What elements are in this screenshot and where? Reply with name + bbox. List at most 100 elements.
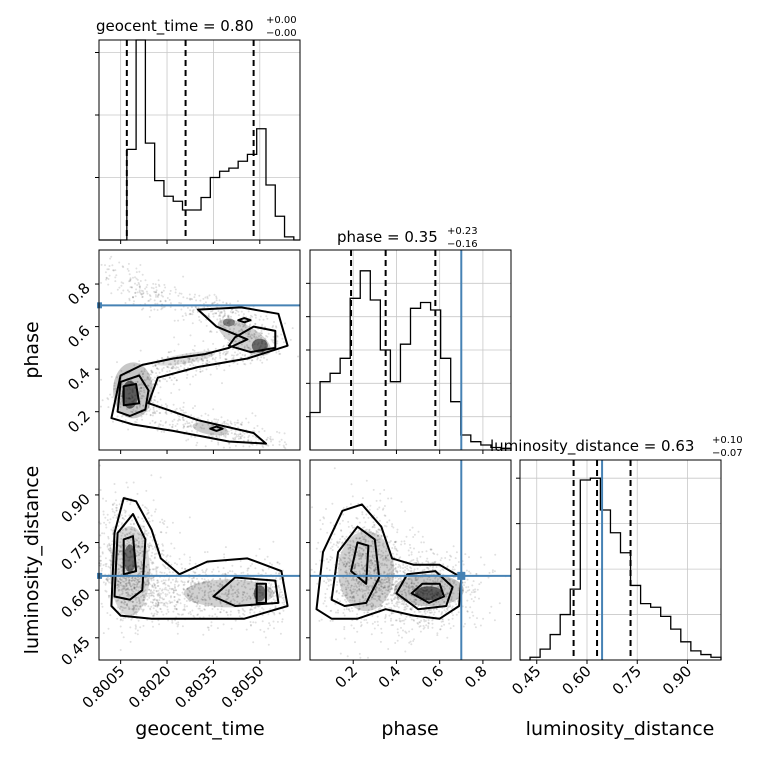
sample-point [170,542,173,545]
sample-point [327,580,330,582]
sample-point [350,524,353,527]
sample-point [365,479,368,482]
sample-point [172,589,175,592]
sample-point [439,569,442,572]
sample-point [114,269,117,272]
sample-point [224,593,227,596]
sample-point [240,343,243,346]
sample-point [210,355,213,357]
sample-point [224,358,227,360]
sample-point [341,594,344,597]
sample-point [248,346,250,349]
sample-point [277,584,280,587]
sample-point [134,276,136,279]
contour-inner [237,317,252,324]
sample-point [369,504,372,507]
sample-point [140,387,143,390]
sample-point [126,268,129,270]
sample-point [120,553,123,556]
sample-point [222,623,225,626]
sample-point [226,314,229,317]
sample-point [156,309,159,311]
sample-point [139,386,142,389]
sample-point [109,547,112,550]
sample-point [219,354,221,357]
sample-point [405,535,408,538]
sample-point [440,613,443,616]
sample-point [210,434,213,436]
sample-point [115,504,118,507]
phase-vs-geocent_time-panel: 0.20.40.60.8 [64,249,301,454]
sample-point [193,426,196,429]
sample-point [159,300,162,303]
sample-point [468,556,470,559]
sample-point [120,284,123,287]
sample-point [120,566,122,569]
sample-point [150,474,153,477]
sample-point [472,614,475,617]
sample-point [189,425,191,428]
sample-point [152,287,155,290]
sample-point [187,581,190,584]
sample-point [126,603,129,606]
sample-point [202,571,205,574]
sample-point [120,549,123,552]
sample-point [103,521,106,524]
sample-point [358,521,361,524]
sample-point [168,571,171,574]
sample-point [325,605,328,608]
sample-point [411,526,414,529]
sample-point [427,567,430,570]
sample-point [120,392,122,395]
sample-point [182,275,185,278]
sample-point [170,379,173,382]
sample-point [142,624,145,627]
sample-point [423,626,426,629]
sample-point [221,422,224,425]
sample-point [246,439,249,442]
sample-point [139,552,142,554]
sample-point [109,257,112,260]
sample-point [101,532,104,535]
sample-point [153,308,156,311]
sample-point [273,591,275,594]
sample-point [126,594,129,597]
sample-point [172,588,175,591]
sample-point [271,326,274,329]
sample-point [254,414,257,417]
sample-point [150,514,153,517]
sample-point [138,578,141,580]
sample-point [270,440,272,443]
sample-point [487,576,490,579]
sample-point [164,411,167,414]
sample-point [113,511,116,514]
sample-point [133,606,136,609]
sample-point [450,555,453,558]
sample-point [404,510,407,513]
sample-point [211,435,214,438]
sample-point [140,289,143,292]
sample-point [150,376,153,379]
sample-point [145,583,148,586]
sample-point [221,382,223,385]
sample-point [124,535,127,538]
sample-point [171,426,173,428]
sample-point [164,378,167,381]
sample-point [268,622,271,625]
sample-point [246,567,249,570]
sample-point [170,392,173,394]
sample-point [202,360,204,362]
sample-point [168,600,171,603]
sample-point [154,587,157,590]
sample-point [242,609,245,612]
sample-point [151,561,154,564]
sample-point [329,558,332,561]
sample-point [204,301,207,304]
sample-point [351,610,354,612]
sample-point [243,324,246,326]
sample-point [228,446,231,449]
sample-point [169,350,172,353]
sample-point [118,585,120,588]
sample-point [217,441,220,444]
sample-point [223,315,225,318]
